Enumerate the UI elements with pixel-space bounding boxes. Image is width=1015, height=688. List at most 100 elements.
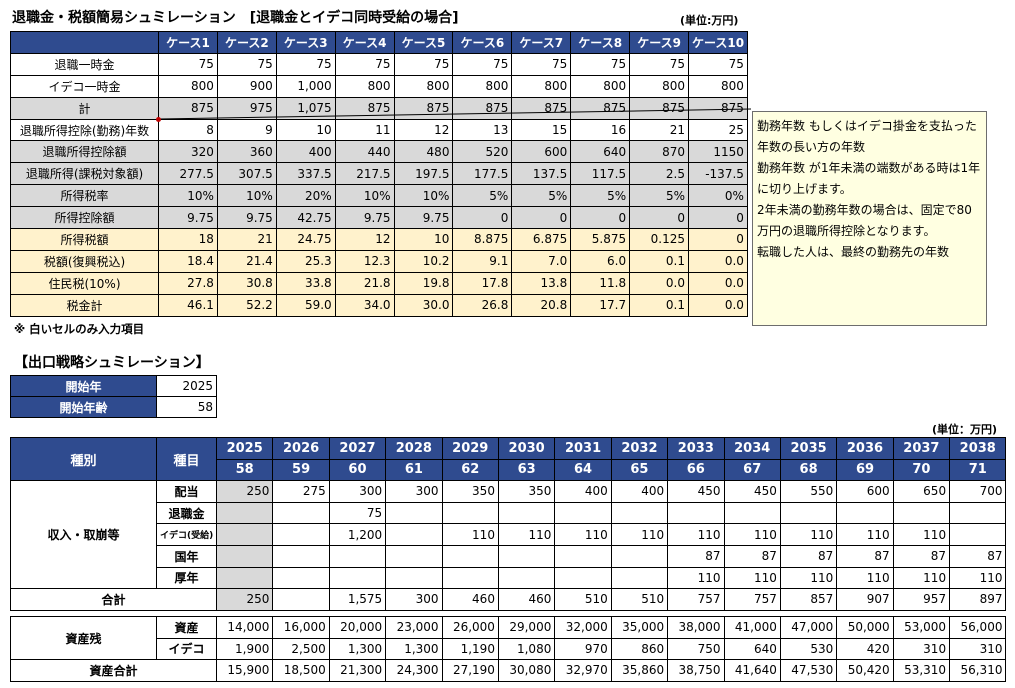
value-cell[interactable]: 800 (334, 74, 395, 98)
value-cell[interactable]: 800 (688, 74, 748, 98)
value-cell[interactable]: 16 (570, 118, 631, 142)
value-cell[interactable]: 1,000 (275, 74, 336, 98)
value-cell[interactable] (385, 501, 443, 525)
value-cell[interactable]: 53,000 (892, 616, 951, 639)
value-cell[interactable]: 2,500 (272, 637, 330, 661)
value-cell[interactable]: 15 (511, 118, 572, 142)
value-cell[interactable]: 16,000 (272, 616, 330, 639)
value-cell[interactable]: 110 (610, 523, 669, 546)
value-cell[interactable]: 25 (688, 118, 748, 142)
value-cell[interactable]: 110 (554, 523, 612, 546)
value-cell[interactable]: 110 (892, 566, 951, 590)
value-cell[interactable]: 800 (452, 74, 513, 98)
value-cell[interactable]: 800 (511, 74, 572, 98)
value-cell[interactable]: 87 (892, 544, 951, 568)
value-cell[interactable] (272, 566, 330, 590)
value-cell[interactable] (554, 501, 612, 525)
value-cell[interactable]: 275 (272, 480, 330, 503)
value-cell[interactable]: 400 (610, 480, 669, 503)
value-cell[interactable]: 110 (836, 523, 894, 546)
value-cell[interactable]: 32,000 (554, 616, 612, 639)
value-cell[interactable]: 87 (949, 544, 1007, 568)
value-cell[interactable] (215, 501, 274, 525)
start-age-input[interactable]: 58 (156, 396, 217, 418)
value-cell[interactable] (272, 523, 330, 546)
value-cell[interactable] (949, 501, 1007, 525)
value-cell[interactable]: 1,300 (328, 637, 387, 661)
value-cell[interactable]: 26,000 (441, 616, 499, 639)
value-cell[interactable]: 800 (629, 74, 690, 98)
value-cell[interactable]: 110 (723, 523, 781, 546)
value-cell[interactable] (441, 544, 499, 568)
value-cell[interactable]: 800 (393, 74, 454, 98)
value-cell[interactable]: 75 (629, 52, 690, 76)
value-cell[interactable]: 75 (328, 501, 387, 525)
value-cell[interactable] (385, 523, 443, 546)
value-cell[interactable]: 300 (328, 480, 387, 503)
value-cell[interactable]: 750 (667, 637, 725, 661)
value-cell[interactable]: 110 (779, 523, 838, 546)
value-cell[interactable]: 75 (688, 52, 748, 76)
value-cell[interactable]: 35,000 (610, 616, 669, 639)
value-cell[interactable] (215, 544, 274, 568)
value-cell[interactable] (215, 523, 274, 546)
value-cell[interactable]: 350 (497, 480, 556, 503)
value-cell[interactable] (385, 566, 443, 590)
value-cell[interactable]: 75 (275, 52, 336, 76)
value-cell[interactable]: 550 (779, 480, 838, 503)
value-cell[interactable] (554, 544, 612, 568)
value-cell[interactable] (215, 566, 274, 590)
value-cell[interactable]: 400 (554, 480, 612, 503)
value-cell[interactable]: 56,000 (949, 616, 1007, 639)
value-cell[interactable]: 110 (892, 523, 951, 546)
value-cell[interactable] (949, 523, 1007, 546)
value-cell[interactable]: 1,900 (215, 637, 274, 661)
value-cell[interactable]: 110 (497, 523, 556, 546)
value-cell[interactable]: 75 (158, 52, 218, 76)
value-cell[interactable]: 1,200 (328, 523, 387, 546)
value-cell[interactable] (272, 544, 330, 568)
value-cell[interactable]: 29,000 (497, 616, 556, 639)
value-cell[interactable]: 38,000 (667, 616, 725, 639)
value-cell[interactable]: 110 (667, 566, 725, 590)
value-cell[interactable] (610, 544, 669, 568)
value-cell[interactable]: 110 (836, 566, 894, 590)
value-cell[interactable] (610, 501, 669, 525)
value-cell[interactable]: 110 (667, 523, 725, 546)
value-cell[interactable]: 75 (393, 52, 454, 76)
value-cell[interactable]: 450 (667, 480, 725, 503)
value-cell[interactable] (441, 501, 499, 525)
value-cell[interactable]: 600 (836, 480, 894, 503)
value-cell[interactable] (272, 501, 330, 525)
value-cell[interactable]: 640 (723, 637, 781, 661)
value-cell[interactable] (441, 566, 499, 590)
value-cell[interactable]: 75 (216, 52, 277, 76)
value-cell[interactable]: 50,000 (836, 616, 894, 639)
value-cell[interactable] (554, 566, 612, 590)
value-cell[interactable]: 110 (441, 523, 499, 546)
value-cell[interactable]: 110 (949, 566, 1007, 590)
value-cell[interactable]: 13 (452, 118, 513, 142)
value-cell[interactable]: 300 (385, 480, 443, 503)
value-cell[interactable]: 41,000 (723, 616, 781, 639)
value-cell[interactable]: 450 (723, 480, 781, 503)
value-cell[interactable]: 87 (723, 544, 781, 568)
value-cell[interactable]: 250 (215, 480, 274, 503)
value-cell[interactable]: 800 (158, 74, 218, 98)
value-cell[interactable] (892, 501, 951, 525)
value-cell[interactable]: 110 (723, 566, 781, 590)
value-cell[interactable]: 900 (216, 74, 277, 98)
value-cell[interactable]: 1,300 (385, 637, 443, 661)
value-cell[interactable]: 700 (949, 480, 1007, 503)
start-year-input[interactable]: 2025 (156, 375, 217, 397)
value-cell[interactable] (497, 544, 556, 568)
value-cell[interactable]: 87 (667, 544, 725, 568)
value-cell[interactable]: 75 (570, 52, 631, 76)
value-cell[interactable]: 650 (892, 480, 951, 503)
value-cell[interactable]: 9 (216, 118, 277, 142)
value-cell[interactable] (667, 501, 725, 525)
value-cell[interactable]: 47,000 (779, 616, 838, 639)
value-cell[interactable]: 21 (629, 118, 690, 142)
value-cell[interactable]: 10 (275, 118, 336, 142)
value-cell[interactable]: 420 (836, 637, 894, 661)
